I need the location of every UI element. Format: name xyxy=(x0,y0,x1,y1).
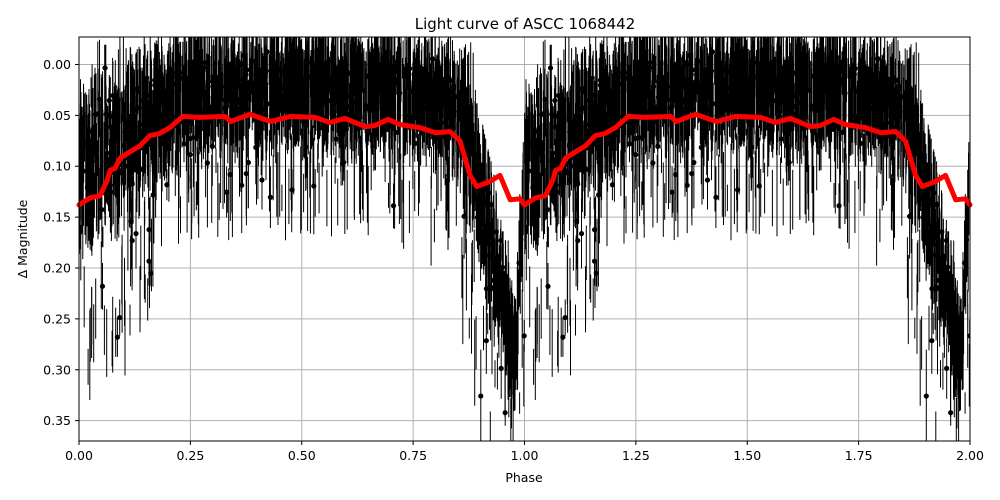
x-tick-label: 0.75 xyxy=(399,448,427,463)
x-axis: 0.00 0.25 0.50 0.75 1.00 1.25 1.50 1.75 2.00 xyxy=(65,441,984,463)
y-tick-label: 0.20 xyxy=(43,261,71,276)
y-tick-label: 0.05 xyxy=(43,108,71,123)
binned-mean-curve xyxy=(76,111,973,208)
x-tick-label: 1.75 xyxy=(845,448,873,463)
y-tick-label: 0.25 xyxy=(43,311,71,326)
x-tick-label: 1.00 xyxy=(511,448,539,463)
x-tick-label: 2.00 xyxy=(956,448,984,463)
chart-title: Light curve of ASCC 1068442 xyxy=(415,15,636,33)
y-tick-label: 0.00 xyxy=(43,57,71,72)
x-axis-title: Phase xyxy=(505,470,543,485)
data-points xyxy=(79,37,970,441)
x-tick-label: 0.25 xyxy=(176,448,204,463)
x-tick-label: 1.25 xyxy=(622,448,650,463)
x-tick-label: 0.00 xyxy=(65,448,93,463)
y-tick-label: 0.35 xyxy=(43,413,71,428)
x-tick-label: 0.50 xyxy=(288,448,316,463)
y-tick-label: 0.10 xyxy=(43,159,71,174)
x-tick-label: 1.50 xyxy=(733,448,761,463)
y-tick-label: 0.30 xyxy=(43,362,71,377)
y-tick-label: 0.15 xyxy=(43,210,71,225)
y-axis: 0.00 0.05 0.10 0.15 0.20 0.25 0.30 0.35 xyxy=(43,57,79,428)
y-axis-title: Δ Magnitude xyxy=(15,199,30,278)
